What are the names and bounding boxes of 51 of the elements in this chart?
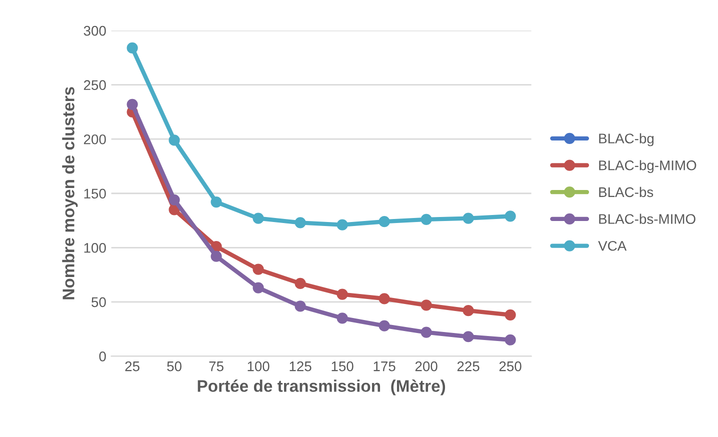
point [336, 312, 348, 324]
x-tick-label: 25 [125, 361, 140, 372]
point [168, 194, 180, 206]
legend-label: BLAC-bs-MIMO [599, 214, 696, 224]
point [168, 134, 180, 146]
point [378, 320, 390, 332]
y-tick-label: 150 [84, 188, 106, 199]
legend-label: BLAC-bg-MIMO [599, 160, 696, 174]
legend-label: VCA [598, 240, 627, 251]
point [462, 305, 474, 316]
x-tick-label: 200 [415, 361, 438, 372]
legend-label: BLAC-bg [599, 133, 654, 146]
y-tick-label: 250 [84, 80, 106, 90]
x-tick-label: 250 [499, 361, 522, 372]
legend-label: BLAC-bs [599, 186, 654, 198]
x-tick-label: 125 [290, 361, 312, 372]
x-tick-label: 75 [209, 362, 224, 372]
x-tick-label: 225 [457, 361, 480, 372]
y-tick-label: 100 [84, 242, 106, 253]
y-tick-label: 300 [84, 26, 106, 36]
x-tick-label: 175 [374, 362, 396, 372]
point [252, 264, 264, 275]
point [210, 250, 222, 262]
point [252, 282, 264, 294]
x-tick-label: 50 [167, 361, 182, 372]
point [420, 214, 432, 225]
point [210, 196, 222, 208]
y-tick-label: 50 [92, 297, 106, 308]
point [504, 334, 516, 346]
point [504, 309, 516, 320]
point [252, 212, 264, 224]
point [420, 300, 432, 311]
point [126, 98, 138, 110]
x-tick-label: 100 [248, 361, 270, 372]
point [378, 216, 390, 228]
y-tick-label: 0 [99, 351, 106, 362]
x-axis-title: Portée de transmission (Mètre) [198, 380, 446, 396]
y-axis-title: Nombre moyen de clusters [62, 87, 78, 300]
point [294, 300, 306, 312]
point [462, 331, 474, 342]
point [420, 326, 432, 338]
point [462, 212, 474, 224]
y-tick-label: 200 [84, 134, 106, 144]
point [294, 217, 306, 228]
point [378, 293, 390, 304]
point [336, 288, 348, 300]
point [294, 278, 306, 289]
x-tick-label: 150 [332, 361, 354, 372]
point [126, 42, 138, 54]
point [336, 219, 348, 230]
point [504, 210, 516, 222]
